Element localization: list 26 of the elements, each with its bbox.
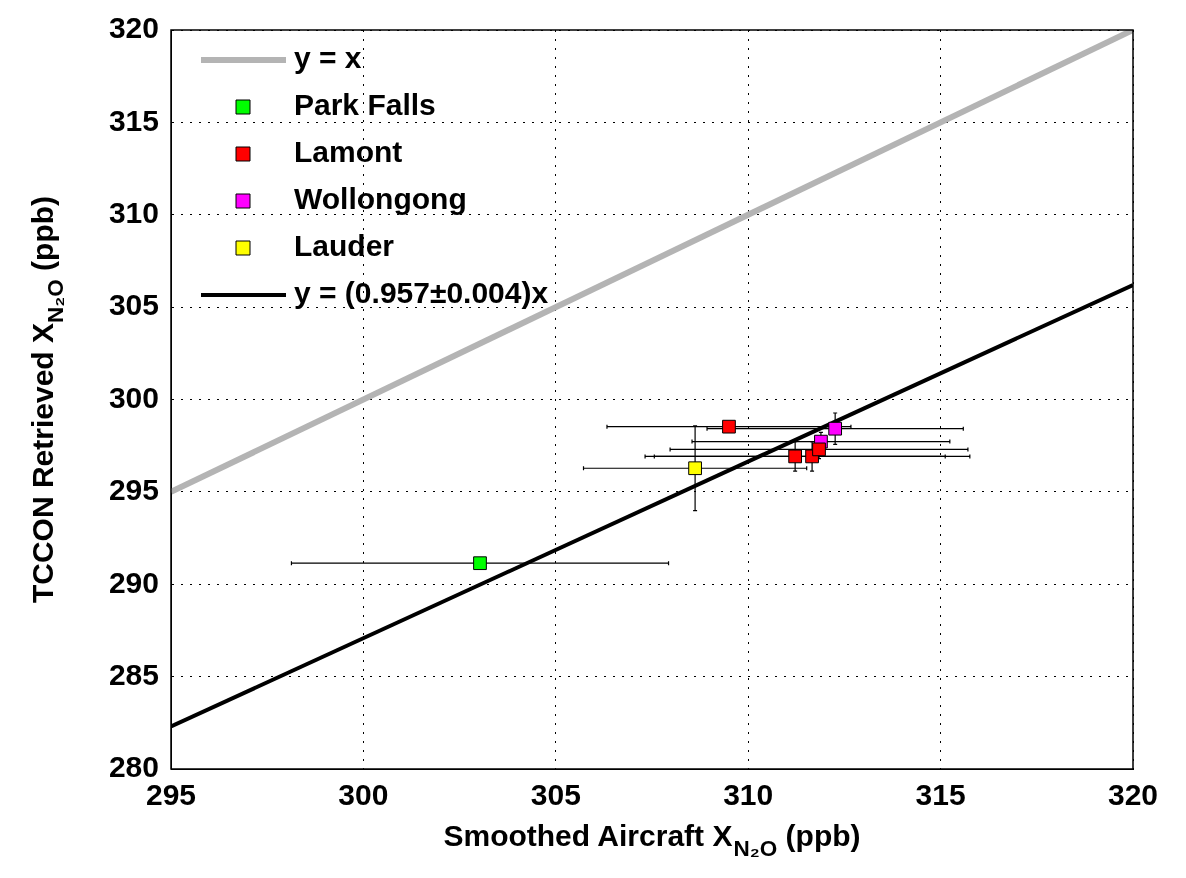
legend-label: Lamont: [294, 135, 403, 169]
point: [828, 421, 843, 436]
x-tick-label: 320: [1107, 778, 1159, 812]
x-tick-label: 300: [338, 778, 389, 812]
x-tick-label: 310: [723, 778, 774, 812]
y-tick-label: 305: [108, 288, 159, 322]
y-tick-label: 285: [108, 657, 159, 691]
legend-label: Wollongong: [294, 182, 467, 216]
y-tick-label: 315: [108, 103, 159, 137]
legend-label: Lauder: [294, 229, 395, 263]
point: [473, 556, 487, 571]
point: [722, 419, 736, 434]
y-tick-label: 295: [108, 473, 159, 507]
x-tick-label: 315: [915, 778, 966, 812]
legend-label: y = (0.957±0.004)x: [294, 276, 549, 310]
y-tick-label: 300: [108, 380, 159, 414]
y-axis-title: TCCON Retrieved XN₂O (ppb): [26, 195, 69, 604]
point: [688, 461, 702, 476]
point: [788, 449, 803, 464]
point: [812, 442, 826, 457]
legend-label: y = x: [294, 41, 362, 75]
legend-label: Park Falls: [294, 88, 436, 122]
x-tick-label: 305: [530, 778, 581, 812]
y-tick-label: 310: [108, 196, 159, 230]
y-tick-label: 290: [108, 565, 159, 599]
y-tick-label: 320: [108, 11, 159, 45]
